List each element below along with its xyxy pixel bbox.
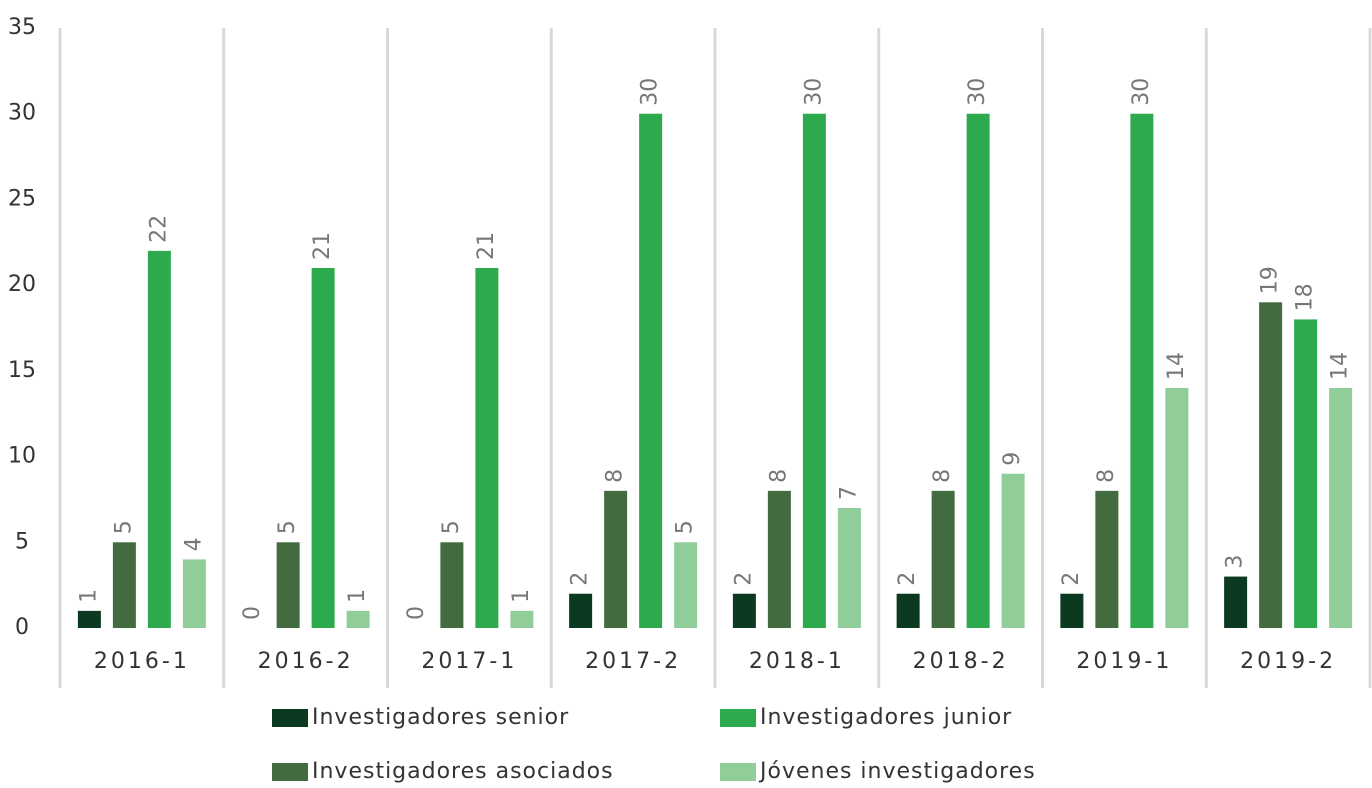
- value-label: 8: [766, 469, 791, 483]
- value-label: 2: [568, 572, 593, 586]
- bar: [1130, 113, 1154, 628]
- value-label: 22: [146, 215, 171, 243]
- value-label: 18: [1293, 283, 1318, 311]
- bar: [639, 113, 663, 628]
- value-label: 21: [474, 232, 499, 260]
- value-label: 5: [673, 520, 698, 534]
- value-label: 21: [310, 232, 335, 260]
- value-label: 4: [181, 537, 206, 551]
- legend-swatch: [720, 709, 756, 727]
- legend-label: Investigadores junior: [760, 705, 1012, 730]
- legend-swatch: [272, 709, 308, 727]
- bar: [311, 268, 335, 628]
- value-label: 1: [509, 589, 534, 603]
- x-tick-label: 2019-2: [1240, 649, 1336, 674]
- bar: [732, 593, 756, 628]
- value-label: 0: [240, 606, 265, 620]
- value-label: 14: [1164, 352, 1189, 380]
- y-tick-label: 15: [8, 358, 36, 383]
- bar: [1224, 576, 1248, 628]
- bar: [569, 593, 593, 628]
- value-label: 5: [275, 520, 300, 534]
- value-label: 30: [801, 78, 826, 106]
- value-label: 5: [111, 520, 136, 534]
- x-tick-label: 2017-2: [585, 649, 681, 674]
- bar: [1001, 473, 1025, 628]
- legend-label: Investigadores senior: [312, 705, 569, 730]
- bar: [1165, 388, 1189, 628]
- value-label: 14: [1328, 352, 1353, 380]
- bar: [1294, 319, 1318, 628]
- value-label: 30: [638, 78, 663, 106]
- y-tick-label: 20: [8, 272, 36, 297]
- value-label: 1: [76, 589, 101, 603]
- value-label: 2: [895, 572, 920, 586]
- bar: [674, 542, 698, 628]
- x-tick-label: 2017-1: [421, 649, 517, 674]
- value-label: 30: [1129, 78, 1154, 106]
- y-tick-label: 10: [8, 444, 36, 469]
- y-tick-label: 25: [8, 186, 36, 211]
- value-label: 7: [836, 486, 861, 500]
- bar: [77, 610, 101, 628]
- bar: [837, 508, 861, 628]
- bar: [112, 542, 136, 628]
- value-label: 2: [731, 572, 756, 586]
- bar: [440, 542, 464, 628]
- legend-swatch: [272, 763, 308, 781]
- bar: [802, 113, 826, 628]
- bar: [510, 610, 534, 628]
- bar: [604, 490, 628, 628]
- y-tick-label: 0: [15, 615, 29, 640]
- x-tick-label: 2018-1: [749, 649, 845, 674]
- bar: [966, 113, 990, 628]
- bar: [1259, 302, 1283, 628]
- bar: [1095, 490, 1119, 628]
- legend-label: Jóvenes investigadores: [758, 759, 1036, 784]
- bar: [767, 490, 791, 628]
- bar: [276, 542, 300, 628]
- bar: [896, 593, 920, 628]
- bar: [147, 250, 171, 628]
- value-label: 1: [345, 589, 370, 603]
- value-label: 9: [1000, 452, 1025, 466]
- value-label: 8: [930, 469, 955, 483]
- bar: [1329, 388, 1353, 628]
- value-label: 0: [404, 606, 429, 620]
- bar: [1060, 593, 1084, 628]
- legend-label: Investigadores asociados: [312, 759, 614, 784]
- value-label: 30: [965, 78, 990, 106]
- y-tick-label: 35: [8, 15, 36, 40]
- bar: [475, 268, 499, 628]
- value-label: 2: [1059, 572, 1084, 586]
- value-label: 19: [1258, 266, 1283, 294]
- x-tick-label: 2019-1: [1076, 649, 1172, 674]
- bar: [182, 559, 206, 628]
- bar: [346, 610, 370, 628]
- x-tick-label: 2016-1: [94, 649, 190, 674]
- x-tick-label: 2016-2: [258, 649, 354, 674]
- bar: [931, 490, 955, 628]
- value-label: 3: [1223, 555, 1248, 569]
- value-label: 8: [603, 469, 628, 483]
- y-tick-label: 30: [8, 101, 36, 126]
- value-label: 8: [1094, 469, 1119, 483]
- legend-swatch: [720, 763, 756, 781]
- y-tick-label: 5: [15, 529, 29, 554]
- value-label: 5: [439, 520, 464, 534]
- x-tick-label: 2018-2: [913, 649, 1009, 674]
